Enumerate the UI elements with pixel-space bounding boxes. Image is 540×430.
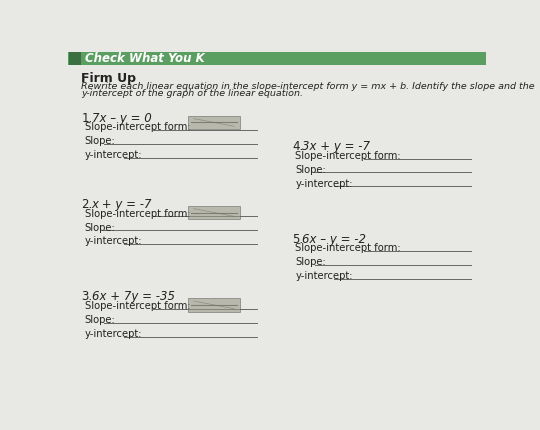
Text: 7x – y = 0: 7x – y = 0 [91, 112, 151, 125]
FancyBboxPatch shape [187, 206, 240, 219]
Text: y-intercept:: y-intercept: [295, 271, 353, 281]
Text: 4.: 4. [292, 140, 303, 153]
Text: y-intercept:: y-intercept: [85, 237, 142, 246]
Text: Rewrite each linear equation in the slope-intercept form y = mx + b. Identify th: Rewrite each linear equation in the slop… [82, 82, 535, 91]
Text: y-intercept:: y-intercept: [85, 150, 142, 160]
Text: Slope-intercept form:: Slope-intercept form: [85, 123, 190, 132]
Text: Firm Up: Firm Up [82, 72, 137, 86]
Text: 6x – y = -2: 6x – y = -2 [302, 233, 366, 246]
Text: 3.: 3. [82, 290, 92, 303]
Text: Slope:: Slope: [85, 315, 116, 325]
Text: Slope-intercept form:: Slope-intercept form: [85, 209, 190, 219]
Text: Slope:: Slope: [85, 136, 116, 146]
FancyBboxPatch shape [68, 52, 486, 65]
Text: Slope:: Slope: [295, 165, 326, 175]
Text: Slope:: Slope: [295, 257, 326, 267]
Text: Slope-intercept form:: Slope-intercept form: [85, 301, 190, 311]
Text: 3x + y = -7: 3x + y = -7 [302, 140, 370, 153]
Text: 6x + 7y = -35: 6x + 7y = -35 [91, 290, 174, 303]
Text: 5.: 5. [292, 233, 303, 246]
FancyBboxPatch shape [187, 116, 240, 129]
Text: Check What You K: Check What You K [85, 52, 204, 65]
FancyBboxPatch shape [187, 298, 240, 312]
Text: 1.: 1. [82, 112, 93, 125]
Text: y-intercept of the graph of the linear equation.: y-intercept of the graph of the linear e… [82, 89, 303, 98]
Text: 2.: 2. [82, 198, 93, 211]
Text: Slope:: Slope: [85, 223, 116, 233]
Text: y-intercept:: y-intercept: [295, 178, 353, 189]
Text: x + y = -7: x + y = -7 [91, 198, 152, 211]
Text: y-intercept:: y-intercept: [85, 329, 142, 339]
Text: Slope-intercept form:: Slope-intercept form: [295, 151, 401, 161]
Text: Slope-intercept form:: Slope-intercept form: [295, 243, 401, 253]
FancyBboxPatch shape [69, 52, 82, 64]
